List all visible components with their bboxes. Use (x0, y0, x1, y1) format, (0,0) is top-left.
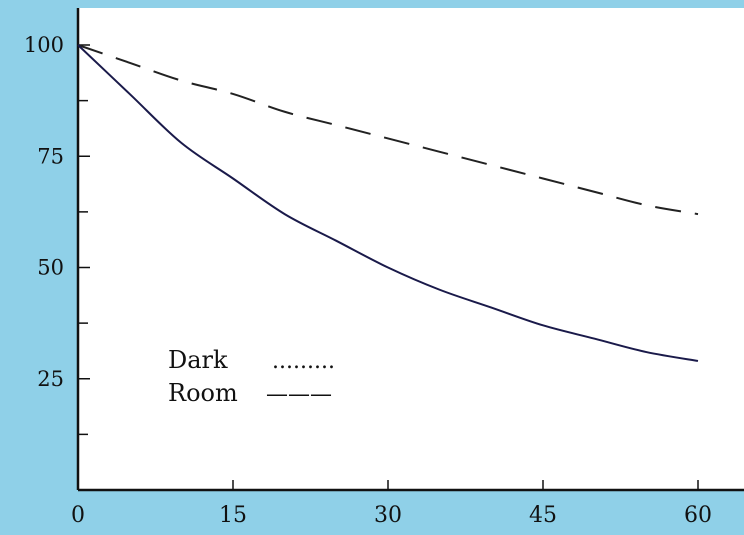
x-tick-label: 30 (374, 503, 402, 528)
legend: Dark ......... Room ——— (168, 346, 335, 407)
x-tick-label: 15 (219, 503, 247, 528)
series-line-room (77, 44, 699, 362)
x-tick-label: 60 (684, 503, 712, 528)
legend-label-room: Room (168, 379, 238, 407)
y-tick-label: 25 (37, 367, 64, 391)
y-tick-label: 50 (37, 256, 64, 280)
x-tick-label: 45 (529, 503, 557, 528)
plot-area (78, 8, 744, 490)
y-tick-label: 75 (37, 144, 64, 168)
legend-sample-room: ——— (266, 382, 332, 407)
x-tick-label: 0 (71, 503, 85, 528)
y-tick-label: 100 (24, 33, 64, 57)
legend-label-dark: Dark (168, 346, 228, 374)
legend-sample-dark: ......... (272, 349, 335, 374)
series-line-dark (77, 44, 699, 216)
